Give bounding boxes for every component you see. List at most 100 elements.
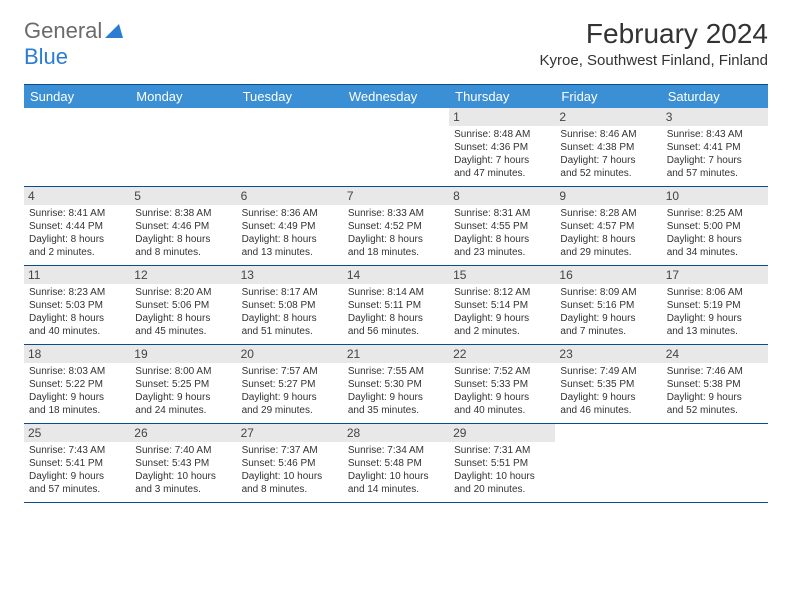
day1-text: Daylight: 8 hours	[560, 233, 656, 246]
day-number: 18	[24, 345, 130, 363]
day-cell: 19Sunrise: 8:00 AMSunset: 5:25 PMDayligh…	[130, 345, 236, 423]
day1-text: Daylight: 8 hours	[242, 233, 338, 246]
sunset-text: Sunset: 5:43 PM	[135, 457, 231, 470]
day-cell: 2Sunrise: 8:46 AMSunset: 4:38 PMDaylight…	[555, 108, 661, 186]
day1-text: Daylight: 9 hours	[29, 470, 125, 483]
day-number: 22	[449, 345, 555, 363]
day-cell: 28Sunrise: 7:34 AMSunset: 5:48 PMDayligh…	[343, 424, 449, 502]
sunset-text: Sunset: 5:03 PM	[29, 299, 125, 312]
day-cell: 25Sunrise: 7:43 AMSunset: 5:41 PMDayligh…	[24, 424, 130, 502]
day2-text: and 40 minutes.	[29, 325, 125, 338]
day-number: 26	[130, 424, 236, 442]
weekday-header-row: SundayMondayTuesdayWednesdayThursdayFrid…	[24, 85, 768, 108]
day2-text: and 24 minutes.	[135, 404, 231, 417]
sunset-text: Sunset: 5:08 PM	[242, 299, 338, 312]
day2-text: and 56 minutes.	[348, 325, 444, 338]
week-row: 1Sunrise: 8:48 AMSunset: 4:36 PMDaylight…	[24, 108, 768, 187]
sunrise-text: Sunrise: 7:46 AM	[667, 365, 763, 378]
day1-text: Daylight: 9 hours	[560, 391, 656, 404]
day-cell: 29Sunrise: 7:31 AMSunset: 5:51 PMDayligh…	[449, 424, 555, 502]
sunrise-text: Sunrise: 8:12 AM	[454, 286, 550, 299]
sunrise-text: Sunrise: 8:23 AM	[29, 286, 125, 299]
weekday-header: Wednesday	[343, 85, 449, 108]
week-row: 25Sunrise: 7:43 AMSunset: 5:41 PMDayligh…	[24, 424, 768, 503]
day-cell: 15Sunrise: 8:12 AMSunset: 5:14 PMDayligh…	[449, 266, 555, 344]
week-row: 11Sunrise: 8:23 AMSunset: 5:03 PMDayligh…	[24, 266, 768, 345]
day2-text: and 7 minutes.	[560, 325, 656, 338]
day-number: 5	[130, 187, 236, 205]
day-cell: 26Sunrise: 7:40 AMSunset: 5:43 PMDayligh…	[130, 424, 236, 502]
day1-text: Daylight: 10 hours	[454, 470, 550, 483]
day-cell: 8Sunrise: 8:31 AMSunset: 4:55 PMDaylight…	[449, 187, 555, 265]
day1-text: Daylight: 9 hours	[667, 391, 763, 404]
day-number: 21	[343, 345, 449, 363]
empty-cell	[555, 424, 661, 502]
day2-text: and 45 minutes.	[135, 325, 231, 338]
day1-text: Daylight: 8 hours	[135, 233, 231, 246]
day-cell: 18Sunrise: 8:03 AMSunset: 5:22 PMDayligh…	[24, 345, 130, 423]
sunrise-text: Sunrise: 7:37 AM	[242, 444, 338, 457]
day-cell: 6Sunrise: 8:36 AMSunset: 4:49 PMDaylight…	[237, 187, 343, 265]
sunrise-text: Sunrise: 8:06 AM	[667, 286, 763, 299]
day-cell: 27Sunrise: 7:37 AMSunset: 5:46 PMDayligh…	[237, 424, 343, 502]
sunrise-text: Sunrise: 7:40 AM	[135, 444, 231, 457]
header-row: General Blue February 2024 Kyroe, Southw…	[24, 18, 768, 70]
day2-text: and 8 minutes.	[135, 246, 231, 259]
sunset-text: Sunset: 5:27 PM	[242, 378, 338, 391]
weekday-header: Thursday	[449, 85, 555, 108]
sunrise-text: Sunrise: 8:17 AM	[242, 286, 338, 299]
day-cell: 7Sunrise: 8:33 AMSunset: 4:52 PMDaylight…	[343, 187, 449, 265]
day-number: 27	[237, 424, 343, 442]
sunrise-text: Sunrise: 7:34 AM	[348, 444, 444, 457]
day2-text: and 14 minutes.	[348, 483, 444, 496]
weekday-header: Sunday	[24, 85, 130, 108]
sunset-text: Sunset: 5:25 PM	[135, 378, 231, 391]
day2-text: and 23 minutes.	[454, 246, 550, 259]
day1-text: Daylight: 9 hours	[454, 312, 550, 325]
day-number: 7	[343, 187, 449, 205]
day-number: 25	[24, 424, 130, 442]
day-number: 11	[24, 266, 130, 284]
location-text: Kyroe, Southwest Finland, Finland	[540, 52, 768, 69]
day1-text: Daylight: 8 hours	[29, 233, 125, 246]
day-cell: 1Sunrise: 8:48 AMSunset: 4:36 PMDaylight…	[449, 108, 555, 186]
day2-text: and 3 minutes.	[135, 483, 231, 496]
day2-text: and 13 minutes.	[242, 246, 338, 259]
sunset-text: Sunset: 5:35 PM	[560, 378, 656, 391]
day2-text: and 18 minutes.	[348, 246, 444, 259]
day-number: 1	[449, 108, 555, 126]
sunrise-text: Sunrise: 8:33 AM	[348, 207, 444, 220]
sunrise-text: Sunrise: 8:41 AM	[29, 207, 125, 220]
sunrise-text: Sunrise: 8:43 AM	[667, 128, 763, 141]
day1-text: Daylight: 9 hours	[135, 391, 231, 404]
title-block: February 2024 Kyroe, Southwest Finland, …	[540, 18, 768, 69]
weekday-header: Saturday	[662, 85, 768, 108]
sunset-text: Sunset: 5:48 PM	[348, 457, 444, 470]
day2-text: and 2 minutes.	[454, 325, 550, 338]
sunset-text: Sunset: 5:33 PM	[454, 378, 550, 391]
sunrise-text: Sunrise: 7:43 AM	[29, 444, 125, 457]
day-cell: 20Sunrise: 7:57 AMSunset: 5:27 PMDayligh…	[237, 345, 343, 423]
day2-text: and 46 minutes.	[560, 404, 656, 417]
day-number: 4	[24, 187, 130, 205]
weekday-header: Friday	[555, 85, 661, 108]
sunrise-text: Sunrise: 7:57 AM	[242, 365, 338, 378]
weeks-container: 1Sunrise: 8:48 AMSunset: 4:36 PMDaylight…	[24, 108, 768, 503]
day1-text: Daylight: 8 hours	[29, 312, 125, 325]
day-cell: 5Sunrise: 8:38 AMSunset: 4:46 PMDaylight…	[130, 187, 236, 265]
day1-text: Daylight: 7 hours	[454, 154, 550, 167]
day-number: 17	[662, 266, 768, 284]
sunset-text: Sunset: 5:46 PM	[242, 457, 338, 470]
day2-text: and 34 minutes.	[667, 246, 763, 259]
day-cell: 9Sunrise: 8:28 AMSunset: 4:57 PMDaylight…	[555, 187, 661, 265]
sunset-text: Sunset: 5:16 PM	[560, 299, 656, 312]
day1-text: Daylight: 8 hours	[667, 233, 763, 246]
day-number: 20	[237, 345, 343, 363]
day-cell: 11 Sunrise: 8:23 AMSunset: 5:03 PMDayligh…	[24, 266, 130, 344]
sunrise-text: Sunrise: 8:31 AM	[454, 207, 550, 220]
day-cell: 13Sunrise: 8:17 AMSunset: 5:08 PMDayligh…	[237, 266, 343, 344]
day1-text: Daylight: 7 hours	[560, 154, 656, 167]
day-cell: 24Sunrise: 7:46 AMSunset: 5:38 PMDayligh…	[662, 345, 768, 423]
sunrise-text: Sunrise: 8:46 AM	[560, 128, 656, 141]
empty-cell	[662, 424, 768, 502]
